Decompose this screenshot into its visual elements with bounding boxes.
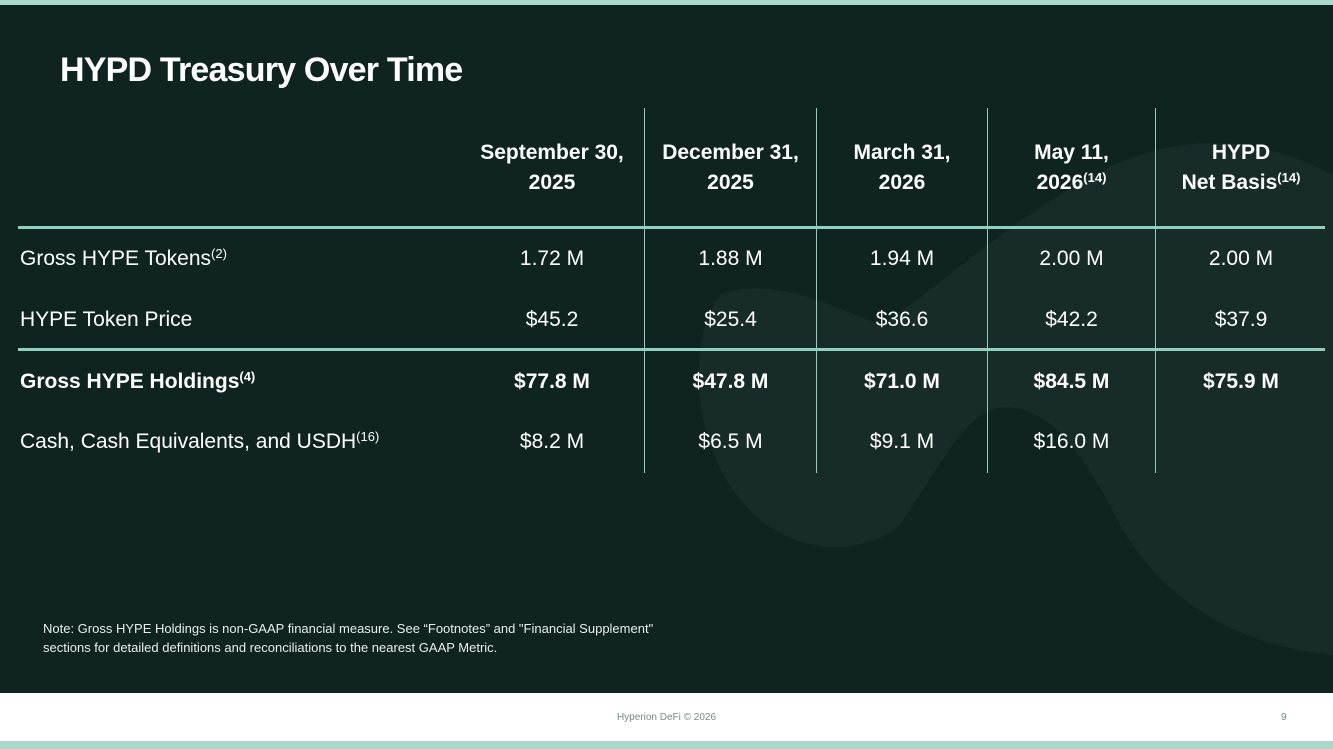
table-cell: $75.9 M [1203, 370, 1279, 393]
table-cell: $71.0 M [864, 370, 940, 393]
table-cell: $9.1 M [869, 430, 935, 453]
row-divider [18, 348, 1325, 351]
column-header-mar-2026: March 31, 2026 [853, 141, 951, 194]
table-cell: $6.5 M [698, 430, 763, 453]
page-title: HYPD Treasury Over Time [60, 51, 463, 89]
column-divider [816, 108, 817, 473]
table-cell: $42.2 [1045, 308, 1098, 331]
row-label-cash: Cash, Cash Equivalents, and USDH(16) [20, 429, 380, 453]
column-divider [1155, 108, 1156, 473]
row-label-gross-tokens: Gross HYPE Tokens(2) [20, 246, 227, 270]
table-cell: $77.8 M [514, 370, 590, 393]
table-cell: $16.0 M [1033, 430, 1110, 453]
column-header-sep-2025: September 30, 2025 [480, 141, 624, 194]
table-cell: 1.72 M [519, 247, 585, 270]
page-number: 9 [1281, 712, 1287, 723]
table-cell: 1.88 M [698, 247, 763, 270]
column-header-dec-2025: December 31, 2025 [662, 141, 799, 194]
row-label-gross-holdings: Gross HYPE Holdings(4) [20, 369, 256, 393]
bottom-accent-bar [0, 741, 1333, 749]
table-cell: $8.2 M [519, 430, 585, 453]
top-accent-bar [0, 0, 1333, 5]
table-cell: $37.9 [1214, 308, 1268, 331]
table-cell: $45.2 [525, 308, 579, 331]
header-divider [18, 226, 1325, 229]
footer-copyright: Hyperion DeFi © 2026 [616, 712, 717, 723]
table-cell: 2.00 M [1208, 247, 1274, 270]
table-cell: $36.6 [875, 308, 929, 331]
row-label-token-price: HYPE Token Price [20, 308, 193, 331]
slide: HYPD Treasury Over Time September 30, 202… [0, 5, 1333, 693]
table-cell: $25.4 [704, 308, 757, 331]
column-header-net-basis: HYPD Net Basis(14) [1181, 141, 1301, 194]
column-divider [644, 108, 645, 473]
table-cell: $84.5 M [1033, 370, 1110, 393]
table-cell: 1.94 M [869, 247, 935, 270]
column-divider [987, 108, 988, 473]
table-cell: $47.8 M [692, 370, 769, 393]
column-header-may-2026: May 11, 2026(14) [1034, 141, 1109, 194]
table-cell: 2.00 M [1039, 247, 1104, 270]
footnote-text: Note: Gross HYPE Holdings is non-GAAP fi… [43, 621, 654, 655]
